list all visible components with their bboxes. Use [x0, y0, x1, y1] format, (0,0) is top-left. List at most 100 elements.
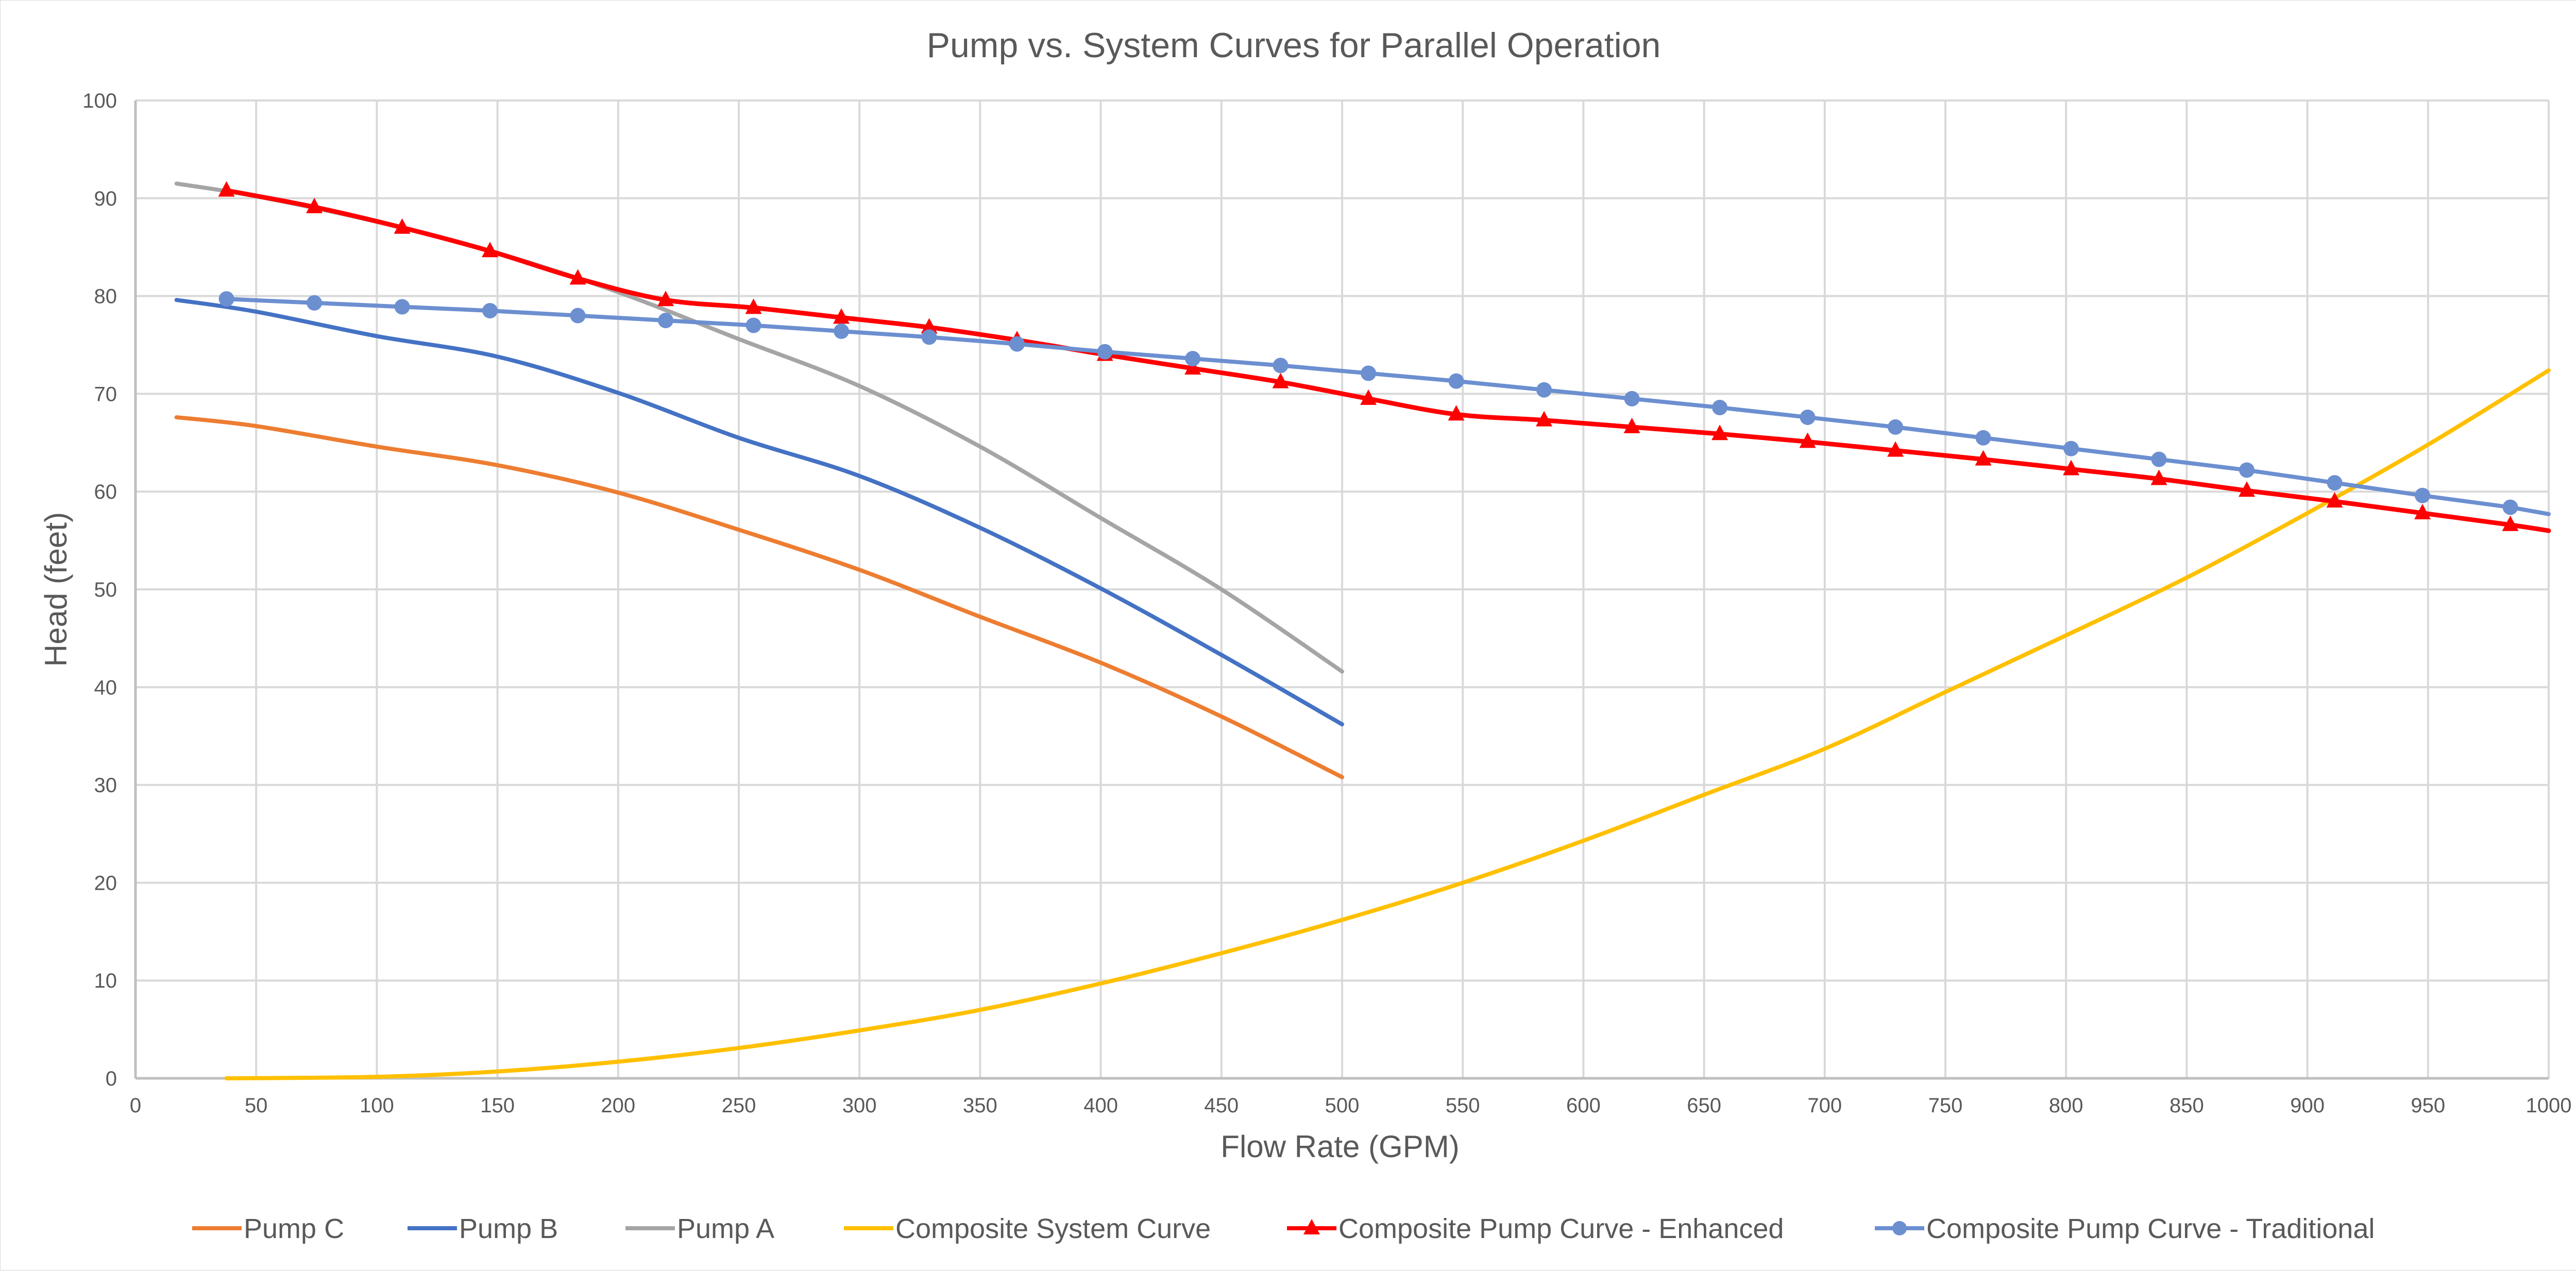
- data-point-circle: [1185, 351, 1201, 367]
- data-point-triangle: [833, 308, 850, 324]
- data-point-circle: [1361, 365, 1377, 381]
- data-point-triangle: [1711, 425, 1728, 440]
- data-point-triangle: [2239, 481, 2256, 497]
- legend-item-pump-a[interactable]: Pump A: [625, 1213, 774, 1244]
- data-point-triangle: [2150, 469, 2167, 485]
- data-point-circle: [1448, 373, 1464, 389]
- data-point-triangle: [657, 291, 674, 307]
- y-tick-label: 80: [94, 285, 117, 308]
- data-point-circle: [834, 323, 850, 339]
- series-line: [174, 298, 1344, 726]
- data-point-circle: [2063, 440, 2079, 456]
- data-point-circle: [2327, 475, 2343, 491]
- legend-item-pump-c[interactable]: Pump C: [192, 1213, 344, 1244]
- data-point-circle: [1273, 358, 1289, 374]
- data-point-circle: [2415, 487, 2431, 503]
- series-line: [174, 181, 1344, 674]
- legend[interactable]: Pump C Pump B Pump A Composite System Curve…: [192, 1213, 2375, 1244]
- x-tick-label: 800: [2049, 1094, 2083, 1117]
- data-point-circle: [1536, 382, 1552, 398]
- legend-label: Composite System Curve: [895, 1213, 1211, 1244]
- data-point-triangle: [569, 269, 586, 285]
- x-tick-label: 200: [601, 1094, 635, 1117]
- x-tick-label: 700: [1807, 1094, 1842, 1117]
- data-point-circle: [307, 295, 323, 311]
- data-point-circle: [921, 329, 937, 345]
- data-point-circle: [570, 308, 586, 324]
- data-point-circle: [1097, 344, 1113, 360]
- series-pump-a: [174, 181, 1344, 674]
- legend-label: Composite Pump Curve - Traditional: [1926, 1213, 2375, 1244]
- data-point-circle: [2239, 462, 2255, 478]
- series-composite-system-curve: [224, 368, 2551, 1080]
- legend-marker-circle: [1892, 1221, 1907, 1235]
- data-point-circle: [2151, 451, 2167, 467]
- legend-item-pump-b[interactable]: Pump B: [408, 1213, 558, 1244]
- data-point-triangle: [2326, 492, 2343, 508]
- x-tick-label: 1000: [2526, 1094, 2572, 1117]
- y-axis-tick-labels: 0 10 20 30 40 50 60 70 80 90 100: [82, 90, 117, 1090]
- x-tick-label: 550: [1446, 1094, 1480, 1117]
- data-point-circle: [1975, 430, 1991, 446]
- data-point-circle: [218, 291, 234, 307]
- data-point-circle: [2502, 499, 2518, 515]
- series-layer: [174, 181, 2551, 1080]
- data-point-triangle: [745, 298, 762, 314]
- x-tick-label: 650: [1687, 1094, 1721, 1117]
- x-tick-label: 600: [1566, 1094, 1601, 1117]
- y-tick-label: 100: [82, 90, 117, 112]
- y-tick-label: 20: [94, 872, 117, 894]
- legend-item-composite-pump-curve-enhanced[interactable]: Composite Pump Curve - Enhanced: [1287, 1213, 1784, 1244]
- legend-label: Pump A: [677, 1213, 774, 1244]
- data-point-triangle: [1975, 450, 1992, 466]
- legend-item-composite-system-curve[interactable]: Composite System Curve: [844, 1213, 1211, 1244]
- y-tick-label: 50: [94, 579, 117, 601]
- series-line: [224, 297, 2551, 516]
- y-tick-label: 40: [94, 676, 117, 699]
- data-point-circle: [482, 303, 498, 319]
- data-point-circle: [1009, 336, 1025, 352]
- series-pump-b: [174, 298, 1344, 726]
- data-point-circle: [745, 317, 761, 333]
- data-point-circle: [1888, 419, 1904, 435]
- y-tick-label: 60: [94, 481, 117, 503]
- x-tick-label: 850: [2170, 1094, 2204, 1117]
- x-tick-label: 400: [1083, 1094, 1118, 1117]
- x-tick-label: 750: [1928, 1094, 1963, 1117]
- data-point-triangle: [218, 181, 235, 197]
- x-axis-tick-labels: 0 50 100 150 200 250 300 350 400 450 500 550 600 650 7…: [130, 1094, 2572, 1117]
- data-point-triangle: [1623, 417, 1640, 433]
- data-point-triangle: [2502, 515, 2519, 531]
- legend-item-composite-pump-curve-traditional[interactable]: Composite Pump Curve - Traditional: [1875, 1213, 2375, 1244]
- x-tick-label: 450: [1204, 1094, 1239, 1117]
- x-tick-label: 350: [963, 1094, 997, 1117]
- data-point-triangle: [1360, 389, 1377, 405]
- data-point-triangle: [1799, 432, 1816, 448]
- legend-label: Pump B: [459, 1213, 558, 1244]
- axes: [134, 100, 2549, 1080]
- x-tick-label: 150: [480, 1094, 515, 1117]
- data-point-circle: [1624, 391, 1640, 406]
- y-tick-label: 70: [94, 383, 117, 405]
- data-point-triangle: [394, 218, 411, 234]
- y-tick-label: 10: [94, 970, 117, 992]
- legend-label: Pump C: [244, 1213, 344, 1244]
- x-tick-label: 500: [1325, 1094, 1360, 1117]
- data-point-triangle: [1536, 411, 1553, 427]
- data-point-triangle: [921, 318, 938, 334]
- series-pump-c: [174, 415, 1344, 779]
- series-line: [224, 368, 2551, 1080]
- data-point-triangle: [482, 242, 499, 258]
- data-point-triangle: [1272, 372, 1289, 388]
- data-point-circle: [1712, 399, 1728, 415]
- data-point-circle: [394, 299, 410, 315]
- y-tick-label: 0: [106, 1067, 117, 1090]
- legend-marker-triangle: [1303, 1219, 1320, 1234]
- x-tick-label: 250: [722, 1094, 756, 1117]
- data-point-triangle: [1887, 441, 1904, 457]
- x-tick-label: 950: [2411, 1094, 2445, 1117]
- data-point-triangle: [1184, 359, 1201, 375]
- y-tick-label: 30: [94, 774, 117, 797]
